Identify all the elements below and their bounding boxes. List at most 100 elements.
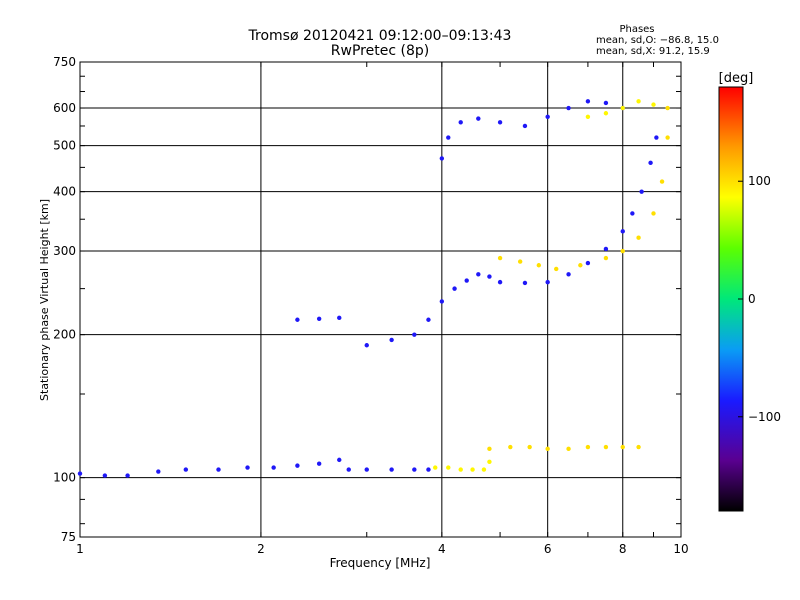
y-tick-label: 500 (53, 139, 76, 153)
echo-point (545, 279, 550, 285)
y-tick-label: 750 (53, 55, 76, 69)
echo-point (295, 463, 300, 468)
y-tick-label: 300 (53, 244, 76, 258)
echo-point (156, 469, 161, 474)
echo-point (603, 100, 609, 106)
echo-point (630, 211, 635, 216)
echo-point (639, 189, 644, 194)
echo-point (497, 279, 503, 285)
echo-point (545, 114, 550, 120)
phases-mean-o: mean, sd,O: −86.8, 15.0 (596, 35, 719, 46)
echo-point (566, 105, 571, 111)
echo-point (271, 465, 276, 470)
echo-point (458, 467, 463, 472)
echo-point (439, 156, 445, 161)
plot-area (79, 61, 682, 538)
x-axis-label: Frequency [MHz] (330, 556, 431, 570)
echo-point (470, 467, 475, 472)
echo-point (659, 179, 665, 184)
colorbar-tick-label: 0 (748, 292, 756, 306)
echo-point (439, 299, 445, 304)
x-tick-label: 2 (257, 542, 265, 556)
echo-point (620, 444, 625, 450)
echo-point (245, 465, 250, 470)
echo-point (566, 446, 571, 452)
x-tick-label: 10 (673, 542, 688, 556)
x-tick-label: 1 (76, 542, 84, 556)
chart-title: Tromsø 20120421 09:12:00–09:13:43 (248, 28, 512, 44)
echo-point (665, 135, 670, 140)
phases-mean-x: mean, sd,X: 91.2, 15.9 (596, 46, 710, 57)
echo-point (566, 272, 571, 277)
y-tick-label: 100 (53, 471, 76, 485)
echo-point (665, 105, 670, 111)
colorbar-tick-label: −100 (748, 410, 781, 424)
echo-point (337, 457, 342, 463)
echo-point (446, 465, 451, 470)
echo-point (603, 444, 609, 450)
y-tick-label: 400 (53, 185, 76, 199)
echo-point (517, 259, 523, 264)
y-tick-label: 75 (61, 530, 76, 544)
echo-point (364, 467, 369, 472)
echo-point (487, 274, 492, 279)
chart-subtitle: RwPretec (8p) (331, 43, 429, 59)
echo-point (636, 235, 641, 240)
echo-point (412, 467, 417, 472)
echo-point (446, 135, 451, 140)
echo-point (536, 263, 542, 268)
echo-point (603, 255, 609, 261)
echo-point (654, 135, 659, 140)
echo-point (464, 278, 469, 283)
echo-points (77, 99, 670, 478)
echo-point (585, 444, 591, 450)
echo-point (412, 332, 417, 337)
x-tick-label: 6 (544, 542, 552, 556)
echo-point (458, 120, 463, 125)
echo-point (487, 446, 492, 452)
echo-point (476, 272, 481, 277)
echo-point (585, 260, 591, 266)
echo-point (316, 461, 322, 466)
grid-lines (80, 62, 681, 537)
echo-point (487, 459, 492, 464)
phases-summary: Phases mean, sd,O: −86.8, 15.0 mean, sd,… (596, 24, 719, 57)
echo-point (648, 160, 653, 166)
colorbar-label: [deg] (719, 71, 754, 86)
echo-point (651, 211, 656, 216)
echo-point (585, 114, 591, 120)
echo-point (77, 471, 83, 476)
y-tick-label: 600 (53, 101, 76, 115)
echo-point (508, 444, 513, 450)
echo-point (497, 255, 503, 261)
x-tick-label: 8 (619, 542, 627, 556)
echo-point (578, 263, 583, 268)
echo-point (102, 473, 108, 478)
echo-point (389, 337, 394, 343)
y-axis-label: Stationary phase Virtual Height [km] (38, 199, 51, 401)
x-tick-label: 4 (438, 542, 446, 556)
echo-point (522, 280, 528, 286)
echo-point (426, 317, 431, 322)
echo-point (636, 444, 641, 450)
echo-point (603, 111, 609, 116)
echo-point (481, 467, 487, 472)
echo-point (346, 467, 351, 472)
echo-point (295, 317, 300, 322)
echo-point (603, 246, 609, 252)
echo-point (651, 102, 656, 107)
colorbar-tick-label: 100 (748, 174, 771, 188)
y-tick-label: 200 (53, 328, 76, 342)
colorbar: [deg] 100 0 −100 (718, 71, 781, 512)
echo-point (216, 467, 221, 472)
echo-point (545, 446, 550, 452)
x-axis-ticks: 1 2 4 6 8 10 (76, 62, 689, 556)
echo-point (364, 343, 369, 348)
echo-point (183, 467, 189, 472)
echo-point (522, 123, 528, 129)
echo-point (585, 99, 591, 104)
echo-point (620, 248, 625, 254)
echo-point (620, 105, 625, 111)
echo-point (452, 286, 457, 291)
y-axis-ticks: 75 100 200 300 400 500 600 750 (53, 55, 681, 544)
